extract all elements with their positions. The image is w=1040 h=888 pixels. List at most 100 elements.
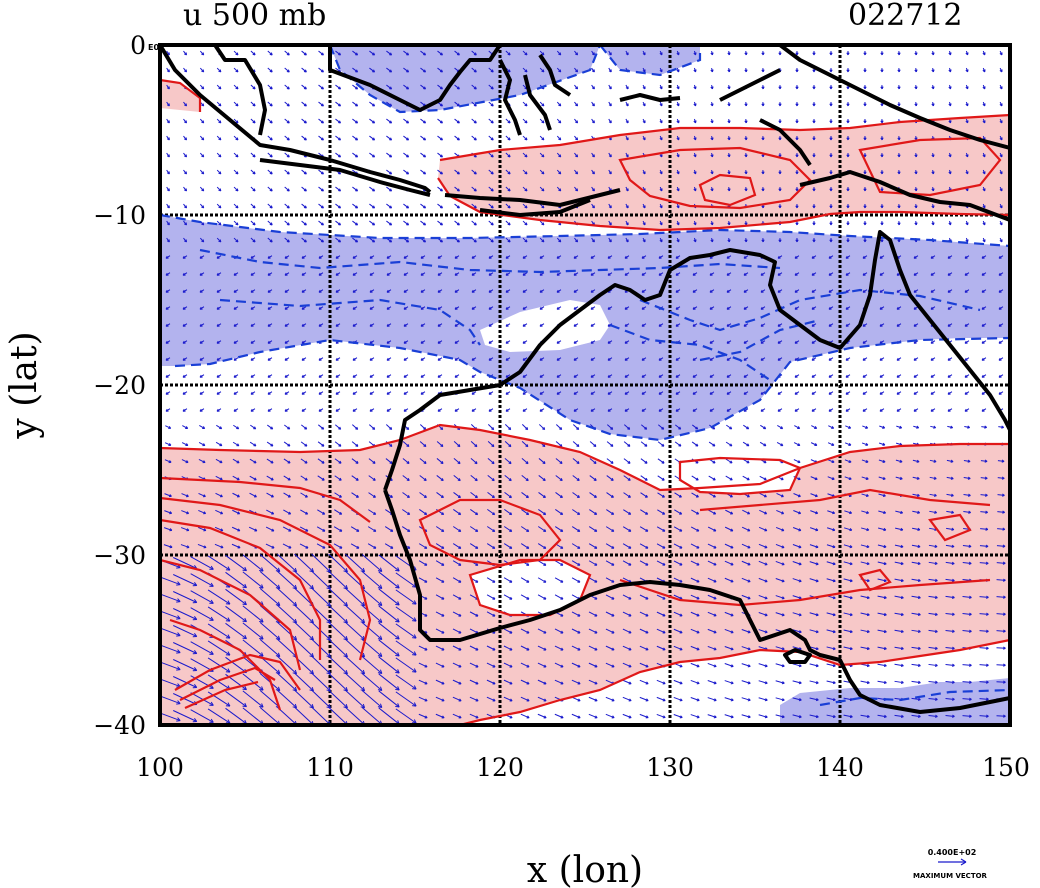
wind-vector-head (166, 154, 170, 158)
wind-vector-head (507, 171, 511, 175)
wind-vector-head (863, 137, 867, 141)
wind-vector-head (526, 545, 530, 549)
wind-vector-head (900, 680, 904, 685)
wind-vector (232, 441, 240, 447)
wind-vector-head (608, 222, 612, 226)
wind-vector-head (488, 323, 492, 327)
wind-vector-head (897, 86, 901, 90)
wind-vector-head (458, 698, 462, 702)
wind-vector-head (524, 222, 528, 226)
wind-vector-head (526, 715, 530, 719)
wind-vector (395, 708, 417, 724)
wind-vector-head (525, 495, 529, 499)
wind-vector-head (369, 323, 373, 327)
wind-vector-head (526, 647, 530, 651)
wind-vector-head (951, 561, 955, 565)
wind-vector-head (964, 391, 968, 395)
wind-vector-head (611, 647, 615, 651)
wind-vector-head (218, 86, 222, 90)
wind-vector-head (746, 426, 750, 430)
wind-vector-head (998, 289, 1002, 293)
wind-vector-head (760, 306, 764, 310)
wind-vector-head (916, 493, 920, 497)
wind-vector-head (386, 323, 390, 327)
wind-vector-head (543, 579, 547, 583)
wind-vector (318, 84, 324, 90)
wind-vector-head (763, 443, 767, 447)
wind-vector-head (441, 613, 445, 617)
wind-vector (419, 475, 427, 481)
wind-vector-head (339, 528, 343, 532)
wind-vector-head (522, 391, 526, 395)
wind-vector-head (184, 120, 188, 124)
wind-vector (826, 561, 836, 565)
wind-vector-head (488, 391, 492, 395)
wind-vector-head (710, 239, 714, 243)
wind-vector-head (760, 408, 764, 412)
wind-vector-head (832, 528, 836, 532)
wind-vector-head (355, 205, 359, 209)
wind-vector-head (625, 86, 629, 90)
wind-vector-head (454, 289, 458, 293)
wind-vector-head (627, 426, 631, 430)
wind-vector-head (508, 444, 512, 448)
wind-vector-head (641, 374, 645, 378)
wind-vector-head (420, 306, 424, 310)
wind-vector-head (424, 596, 428, 600)
wind-vector-head (846, 120, 850, 124)
wind-vector-head (474, 444, 478, 448)
wind-vector-head (522, 306, 526, 310)
wind-vector-head (676, 137, 680, 141)
wind-vector-head (985, 595, 989, 599)
wind-vector-head (492, 698, 496, 702)
wind-vector-head (475, 647, 479, 651)
wind-vector-head (321, 443, 325, 447)
wind-vector-head (625, 52, 629, 56)
wind-vector-head (710, 86, 714, 90)
wind-vector (419, 492, 427, 498)
wind-vector-head (165, 374, 169, 378)
wind-vector-head (985, 527, 989, 531)
wind-vector (452, 560, 462, 566)
wind-vector-head (1003, 646, 1006, 650)
wind-vector-head (931, 222, 935, 226)
wind-vector-head (645, 681, 649, 685)
wind-vector-head (815, 714, 819, 719)
wind-vector-head (761, 52, 765, 56)
wind-vector (418, 679, 428, 685)
wind-vector-head (286, 103, 290, 107)
wind-vector (335, 118, 341, 124)
wind-vector-head (795, 86, 799, 90)
wind-vector-head (233, 340, 237, 344)
wind-vector-head (866, 527, 870, 532)
wind-vector-head (641, 289, 645, 293)
wind-vector-head (593, 460, 597, 464)
wind-vector-head (846, 137, 850, 141)
wind-vector-head (505, 272, 509, 276)
wind-vector (860, 714, 870, 718)
wind-vector-head (726, 323, 730, 327)
wind-vector-head (320, 52, 324, 56)
wind-vector-head (883, 510, 887, 515)
wind-vector (361, 673, 383, 691)
wind-vector-head (337, 222, 341, 226)
wind-vector (361, 554, 383, 572)
wind-vector-head (301, 272, 305, 276)
wind-vector-head (730, 579, 734, 583)
wind-vector-head (641, 323, 645, 327)
wind-vector-head (726, 306, 730, 310)
wind-vector-head (883, 680, 887, 685)
wind-vector-head (777, 340, 781, 344)
wind-vector-head (999, 103, 1003, 107)
wind-vector-head (235, 205, 239, 209)
wind-vector-head (192, 598, 198, 604)
wind-vector-head (423, 444, 427, 448)
wind-vector-head (250, 357, 254, 361)
wind-vector (328, 604, 348, 624)
wind-vector-head (492, 512, 496, 516)
wind-vector-head (458, 715, 462, 719)
wind-vector-head (458, 613, 462, 617)
wind-vector (877, 595, 887, 599)
wind-vector (793, 510, 801, 514)
wind-vector-head (216, 306, 220, 310)
